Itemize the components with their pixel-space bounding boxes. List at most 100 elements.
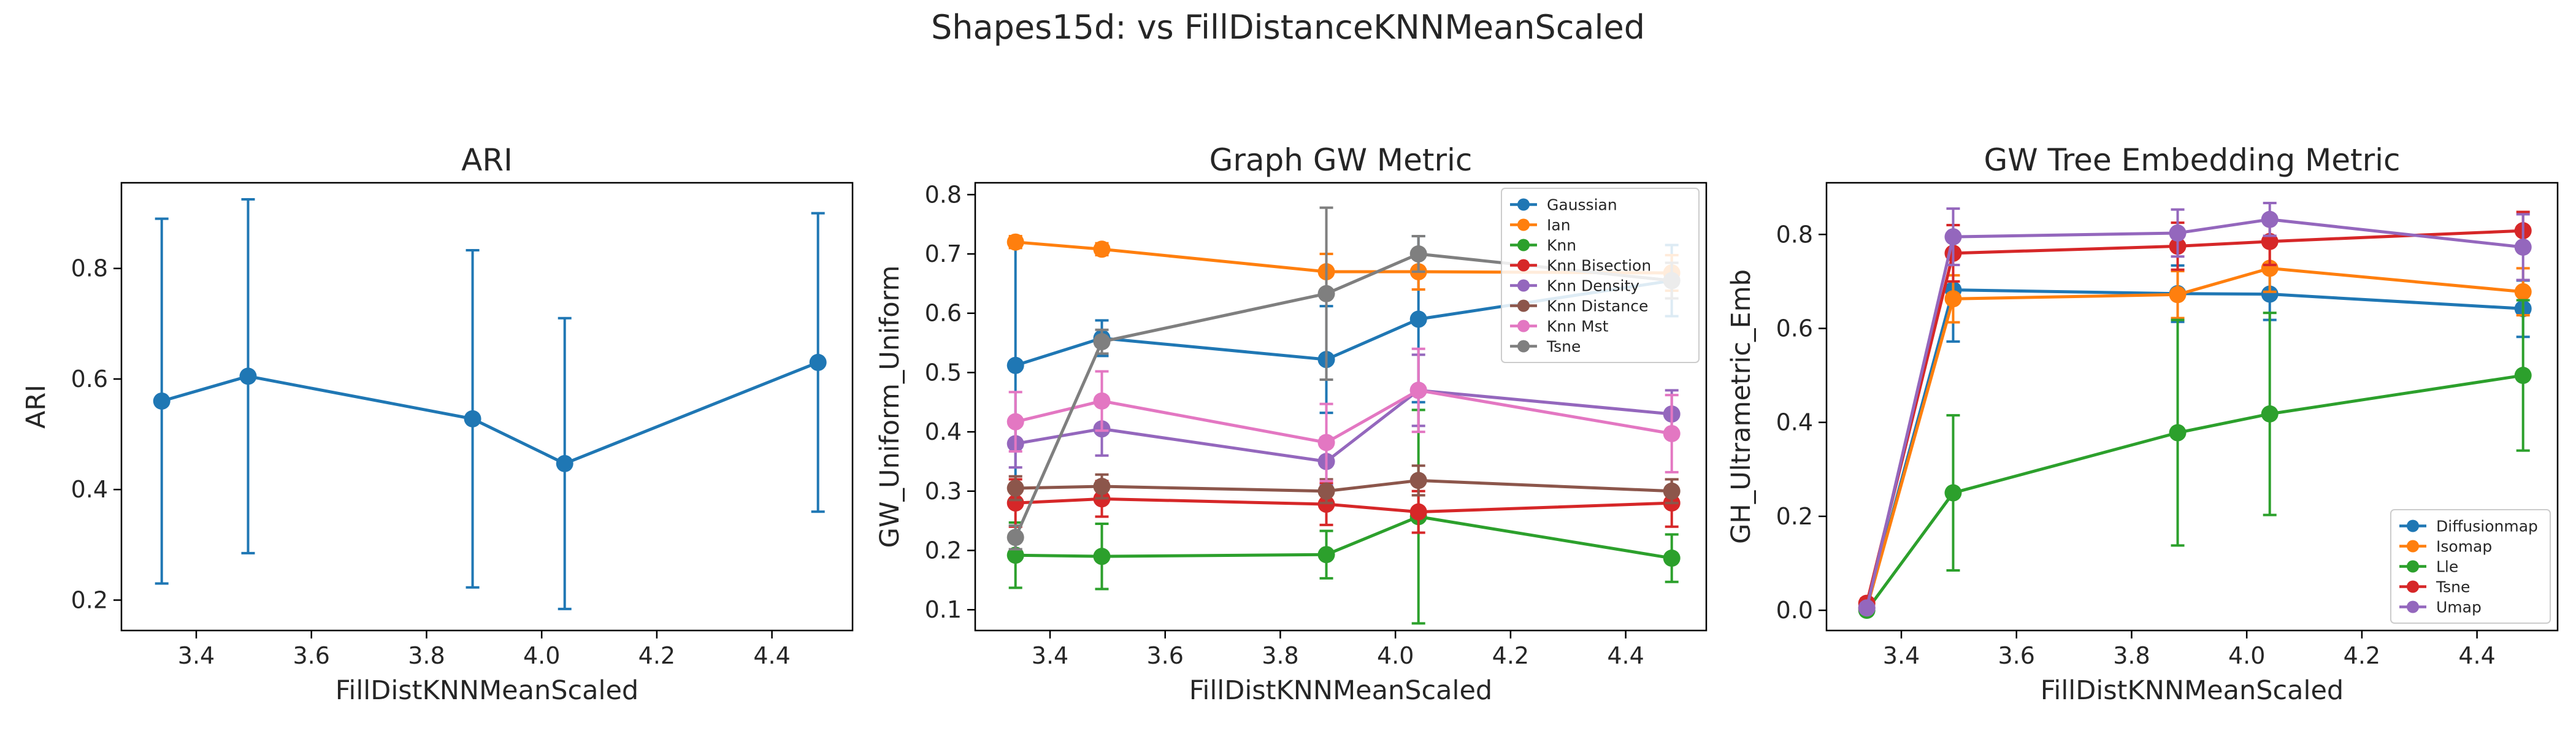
x-tick-label: 3.4 [178,642,215,669]
x-axis-label: FillDistKNNMeanScaled [335,675,638,706]
data-point [153,392,171,410]
axes-frame [1825,182,2559,632]
y-tick-label: 0.6 [71,366,108,393]
x-tick-label: 4.0 [2228,642,2265,669]
legend-swatch-marker [1517,198,1530,211]
x-tick-label: 3.6 [1147,642,1184,669]
legend-item: Ian [1510,217,1571,234]
y-tick-label: 0.8 [71,255,108,282]
y-tick-label: 0.4 [925,418,962,445]
x-tick-label: 4.2 [1492,642,1529,669]
data-point [464,410,481,427]
x-tick-label: 3.8 [408,642,445,669]
legend-label: Knn Mst [1547,318,1609,335]
data-point [1093,333,1111,351]
data-point [1006,546,1024,564]
axes-frame [120,182,854,632]
legend-swatch-marker [1517,218,1530,231]
y-tick-label: 0.7 [925,240,962,267]
series-knn-distance [1006,464,1681,505]
data-point [1944,484,1962,502]
legend-item: Gaussian [1510,196,1617,214]
series-line [1015,388,1672,463]
legend: Gaussian Ian Knn Knn Bisection Knn Density Kn… [1501,188,1700,363]
y-axis-label: GW_Uniform_Uniform [875,266,905,548]
x-tick-label: 4.0 [523,642,560,669]
data-point [1006,479,1024,497]
x-tick-label: 4.4 [753,642,790,669]
x-tick-label: 4.4 [2458,642,2495,669]
data-point [556,454,573,472]
data-point [1409,503,1427,521]
legend-label: Umap [2436,599,2482,616]
legend-item: Umap [2399,599,2482,616]
figure-title: Shapes15d: vs FillDistanceKNNMeanScaled [931,8,1645,47]
legend-item: Diffusionmap [2399,518,2538,535]
y-tick-label: 0.6 [925,300,962,327]
x-tick-label: 3.6 [1998,642,2035,669]
legend-swatch-marker [1517,340,1530,353]
y-tick-label: 0.5 [925,359,962,386]
series-line [1015,478,1672,493]
legend-frame [1501,188,1700,363]
data-point [2169,224,2187,242]
legend-label: Lle [2436,558,2458,576]
legend-item: Lle [2399,558,2458,576]
data-point [1093,392,1111,410]
legend-item: Tsne [1510,338,1581,356]
data-point [1317,482,1335,500]
data-point [1006,356,1024,374]
legend-label: Knn Density [1547,277,1639,295]
data-point [1093,478,1111,496]
data-point [1409,381,1427,399]
legend-label: Knn Bisection [1547,257,1651,275]
data-point [1093,548,1111,565]
legend-swatch-marker [2407,540,2419,553]
legend-item: Isomap [2399,538,2492,556]
legend-swatch-marker [1517,320,1530,332]
data-point [2514,283,2532,301]
data-point [239,367,257,385]
legend-label: Isomap [2436,538,2492,556]
legend: Diffusionmap Isomap Lle Tsne Umap [2390,509,2551,624]
y-axis-label: GH_Ultrametric_Emb [1726,269,1757,544]
data-point [2169,286,2187,304]
data-point [1663,550,1681,567]
legend-label: Gaussian [1547,196,1617,214]
data-point [1006,529,1024,546]
series-knn-density [1006,353,1681,487]
data-point [2514,367,2532,385]
y-tick-label: 0.6 [1776,315,1813,342]
legend-swatch-marker [1517,299,1530,312]
x-tick-label: 4.2 [2344,642,2380,669]
y-tick-label: 0.8 [1776,221,1813,248]
series-line [1015,497,1672,514]
x-axis-label: FillDistKNNMeanScaled [1189,675,1492,706]
subplot-3: GW Tree Embedding Metric 3.4 3.6 3.8 4.0 4.2 4… [1726,142,2559,706]
subplot-title: Graph GW Metric [1209,142,1473,178]
legend-label: Tsne [1546,338,1581,356]
data-point [2514,238,2532,256]
data-point [1409,245,1427,263]
series-umap [1858,201,2532,617]
legend-swatch-marker [2407,519,2419,532]
legend-swatch-marker [2407,600,2419,613]
data-point [1006,233,1024,251]
legend-item: Tsne [2399,578,2470,596]
data-point [1317,285,1335,302]
series-line [161,361,819,466]
legend-item: Knn [1510,237,1576,255]
y-tick-label: 0.1 [925,596,962,623]
data-point [1944,228,1962,246]
data-point [2261,232,2279,250]
data-point [1317,434,1335,451]
legend-frame [2390,509,2551,624]
y-tick-label: 0.2 [925,537,962,564]
legend-label: Tsne [2436,578,2470,596]
legend-item: Knn Bisection [1510,257,1651,275]
data-point [2261,405,2279,423]
data-point [809,353,827,371]
legend-label: Ian [1547,217,1571,234]
legend-label: Knn [1547,237,1576,255]
